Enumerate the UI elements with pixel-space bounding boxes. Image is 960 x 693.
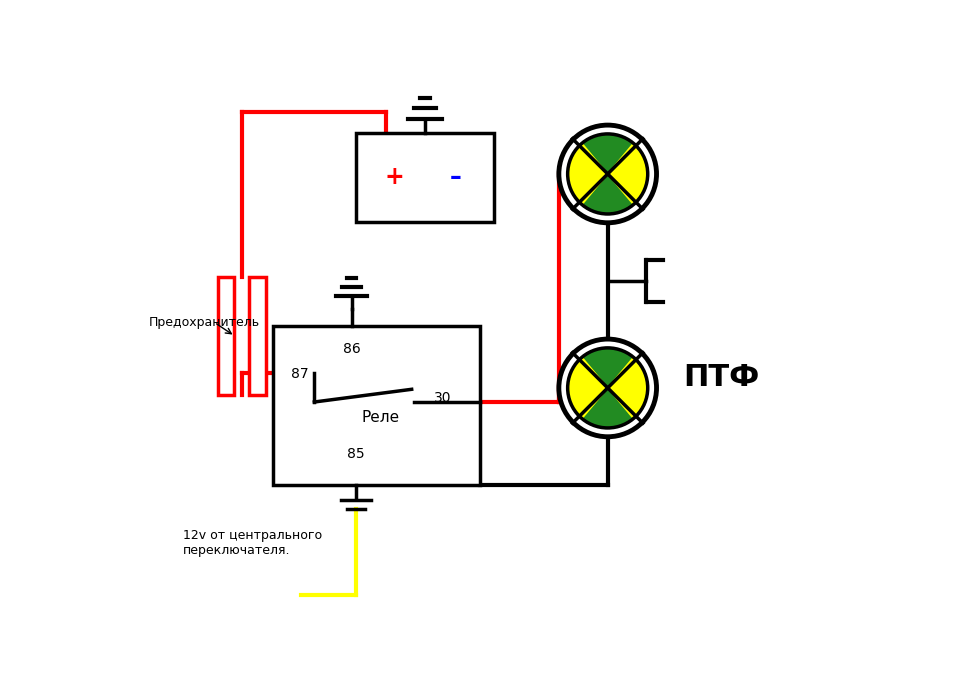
Text: 86: 86 [343, 342, 361, 356]
Text: ПТФ: ПТФ [684, 363, 760, 392]
Circle shape [564, 344, 652, 432]
Text: 85: 85 [347, 446, 365, 461]
Text: Предохранитель: Предохранитель [149, 316, 260, 329]
Wedge shape [608, 358, 648, 419]
Circle shape [567, 348, 648, 428]
Circle shape [559, 339, 657, 437]
Text: 87: 87 [291, 367, 309, 381]
Wedge shape [608, 143, 648, 204]
Bar [250, 277, 266, 395]
Text: 12v от центрального
переключателя.: 12v от центрального переключателя. [183, 529, 323, 557]
Circle shape [564, 130, 652, 218]
Text: 30: 30 [434, 391, 451, 405]
Bar [356, 132, 493, 222]
Circle shape [559, 125, 657, 222]
Bar [218, 277, 234, 395]
Wedge shape [567, 143, 608, 204]
Bar [273, 326, 480, 484]
Circle shape [567, 134, 648, 214]
Text: +: + [385, 166, 404, 189]
Text: –: – [449, 166, 461, 189]
Wedge shape [567, 358, 608, 419]
Text: Реле: Реле [362, 410, 399, 426]
